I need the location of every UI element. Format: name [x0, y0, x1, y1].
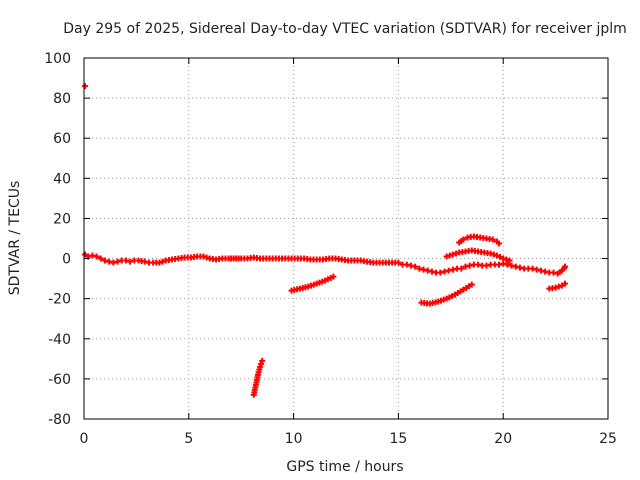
x-tick-label: 10	[285, 431, 303, 447]
chart-title: Day 295 of 2025, Sidereal Day-to-day VTE…	[63, 21, 627, 37]
data-point	[97, 255, 104, 262]
y-tick-label: -20	[48, 292, 71, 308]
data-point	[437, 269, 444, 276]
data-point	[257, 363, 264, 370]
data-point	[516, 264, 523, 271]
data-point	[529, 265, 536, 272]
data-point	[259, 357, 266, 364]
grid	[84, 58, 608, 419]
data-point	[200, 253, 207, 260]
x-tick-label: 15	[389, 431, 407, 447]
data-point	[468, 281, 475, 288]
x-tick-label: 0	[80, 431, 89, 447]
data-point	[503, 256, 510, 263]
data-point	[420, 266, 427, 273]
data-point	[446, 252, 453, 259]
data-point	[203, 254, 210, 261]
data-point	[82, 251, 89, 258]
data-point	[496, 240, 503, 247]
data-point	[504, 261, 511, 268]
data-point	[141, 258, 148, 265]
data-point	[558, 282, 565, 289]
data-point	[490, 251, 497, 258]
y-tick-label: 60	[53, 131, 71, 147]
y-tick-label: 40	[53, 171, 71, 187]
data-point	[475, 261, 482, 268]
data-point	[403, 261, 410, 268]
data-point	[508, 262, 515, 269]
data-point	[562, 280, 569, 287]
data-point	[424, 267, 431, 274]
data-point	[458, 265, 465, 272]
y-tick-label: 20	[53, 211, 71, 227]
data-point	[122, 257, 129, 264]
data-point	[82, 83, 89, 90]
x-tick-labels: 0 5 10 15 20 25	[80, 431, 617, 447]
data-point	[89, 252, 96, 259]
data-point	[496, 261, 503, 268]
y-tick-label: 0	[62, 252, 71, 268]
data-point	[562, 263, 569, 270]
data-point	[407, 262, 414, 269]
data-point	[542, 268, 549, 275]
y-axis-label: SDTVAR / TECUs	[7, 181, 23, 296]
data-point	[449, 251, 456, 258]
data-point	[483, 262, 490, 269]
data-point	[93, 253, 100, 260]
data-point	[159, 258, 166, 265]
data-points	[82, 83, 569, 398]
data-point	[106, 258, 113, 265]
x-tick-label: 20	[494, 431, 512, 447]
y-tick-label: -80	[48, 412, 71, 428]
data-point	[489, 236, 496, 243]
data-point	[500, 255, 507, 262]
data-point	[487, 250, 494, 257]
data-point	[101, 257, 108, 264]
data-point	[156, 259, 163, 266]
y-tick-label: 80	[53, 91, 71, 107]
y-tick-label: -60	[48, 372, 71, 388]
data-point	[460, 236, 467, 243]
data-point	[330, 273, 337, 280]
x-tick-label: 25	[599, 431, 617, 447]
y-tick-label: -40	[48, 332, 71, 348]
y-tick-labels: -80 -60 -40 -20 0 20 40 60 80 100	[44, 51, 71, 428]
data-point	[416, 265, 423, 272]
data-point	[412, 263, 419, 270]
data-point	[462, 263, 469, 270]
plot-frame	[83, 57, 609, 420]
data-point	[552, 284, 559, 291]
y-tick-label: 100	[44, 51, 71, 67]
data-point	[550, 269, 557, 276]
data-point	[533, 266, 540, 273]
x-tick-label: 5	[184, 431, 193, 447]
data-point	[555, 283, 562, 290]
data-point	[497, 254, 504, 261]
data-point	[443, 253, 450, 260]
data-point	[395, 259, 402, 266]
data-point	[445, 267, 452, 274]
data-point	[537, 267, 544, 274]
data-point	[500, 260, 507, 267]
data-point	[466, 262, 473, 269]
tick-marks	[83, 57, 609, 420]
data-point	[453, 250, 460, 257]
data-point	[506, 257, 513, 264]
data-point	[110, 259, 117, 266]
data-point	[258, 360, 265, 367]
data-point	[114, 258, 121, 265]
data-point	[493, 252, 500, 259]
data-point	[428, 268, 435, 275]
data-point	[441, 268, 448, 275]
data-point	[512, 263, 519, 270]
data-point	[127, 258, 134, 265]
data-point	[449, 266, 456, 273]
x-axis-label: GPS time / hours	[286, 459, 403, 475]
